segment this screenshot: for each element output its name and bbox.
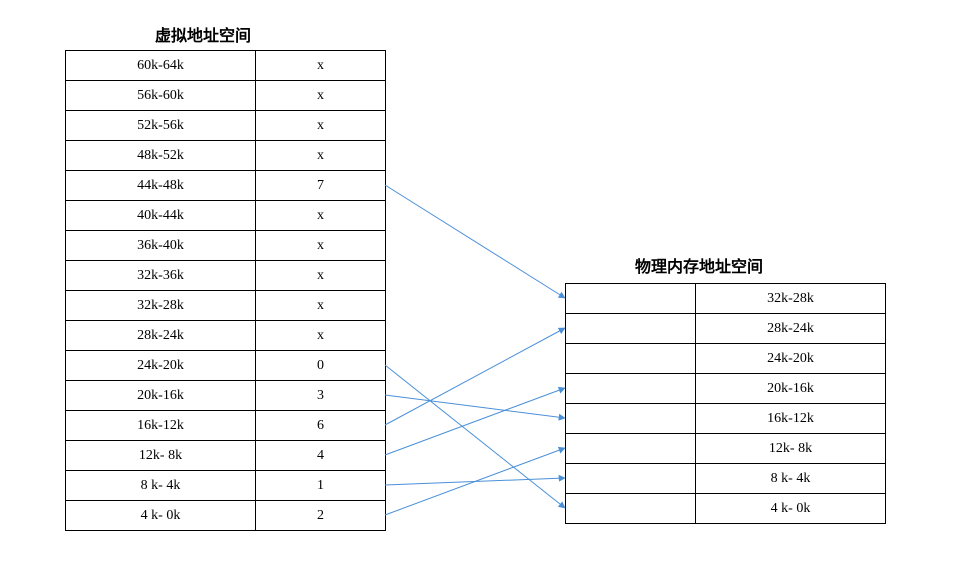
physical-range-cell: 16k-12k [696,404,886,434]
virtual-frame-cell: x [256,321,386,351]
table-row: 16k-12k6 [66,411,386,441]
virtual-range-cell: 60k-64k [66,51,256,81]
table-row: 32k-36kx [66,261,386,291]
table-row: 20k-16k3 [66,381,386,411]
virtual-range-cell: 32k-28k [66,291,256,321]
virtual-frame-cell: 7 [256,171,386,201]
virtual-range-cell: 24k-20k [66,351,256,381]
table-row: 24k-20k0 [66,351,386,381]
virtual-frame-cell: 1 [256,471,386,501]
mapping-line [385,185,565,298]
virtual-range-cell: 40k-44k [66,201,256,231]
virtual-frame-cell: 6 [256,411,386,441]
physical-range-cell: 20k-16k [696,374,886,404]
table-row: 4 k- 0k [566,494,886,524]
table-row: 56k-60kx [66,81,386,111]
virtual-range-cell: 56k-60k [66,81,256,111]
mapping-line [385,328,565,425]
virtual-frame-cell: x [256,291,386,321]
table-row: 16k-12k [566,404,886,434]
virtual-range-cell: 48k-52k [66,141,256,171]
table-row: 8 k- 4k [566,464,886,494]
virtual-frame-cell: x [256,51,386,81]
physical-blank-cell [566,404,696,434]
virtual-frame-cell: x [256,141,386,171]
physical-range-cell: 4 k- 0k [696,494,886,524]
physical-range-cell: 8 k- 4k [696,464,886,494]
virtual-table: 60k-64kx56k-60kx52k-56kx48k-52kx44k-48k7… [65,50,386,531]
physical-blank-cell [566,434,696,464]
physical-title: 物理内存地址空间 [635,253,763,277]
physical-blank-cell [566,374,696,404]
virtual-range-cell: 8 k- 4k [66,471,256,501]
virtual-frame-cell: x [256,111,386,141]
mapping-line [385,388,565,455]
mapping-line [385,478,565,485]
virtual-frame-cell: x [256,261,386,291]
table-row: 28k-24kx [66,321,386,351]
virtual-range-cell: 32k-36k [66,261,256,291]
physical-blank-cell [566,314,696,344]
physical-table: 32k-28k28k-24k24k-20k20k-16k16k-12k12k- … [565,283,886,524]
virtual-range-cell: 44k-48k [66,171,256,201]
physical-range-cell: 24k-20k [696,344,886,374]
table-row: 8 k- 4k1 [66,471,386,501]
table-row: 12k- 8k [566,434,886,464]
table-row: 20k-16k [566,374,886,404]
table-row: 32k-28k [566,284,886,314]
mapping-line [385,448,565,515]
table-row: 60k-64kx [66,51,386,81]
virtual-range-cell: 20k-16k [66,381,256,411]
physical-blank-cell [566,284,696,314]
virtual-frame-cell: 4 [256,441,386,471]
virtual-frame-cell: 3 [256,381,386,411]
virtual-range-cell: 4 k- 0k [66,501,256,531]
table-row: 44k-48k7 [66,171,386,201]
table-row: 24k-20k [566,344,886,374]
virtual-frame-cell: 2 [256,501,386,531]
virtual-frame-cell: x [256,201,386,231]
virtual-range-cell: 28k-24k [66,321,256,351]
virtual-range-cell: 12k- 8k [66,441,256,471]
mapping-line [385,395,565,418]
physical-range-cell: 28k-24k [696,314,886,344]
physical-blank-cell [566,344,696,374]
table-row: 48k-52kx [66,141,386,171]
table-row: 12k- 8k4 [66,441,386,471]
virtual-range-cell: 36k-40k [66,231,256,261]
physical-blank-cell [566,464,696,494]
virtual-title: 虚拟地址空间 [155,22,251,46]
table-row: 36k-40kx [66,231,386,261]
virtual-frame-cell: x [256,231,386,261]
mapping-line [385,365,565,508]
virtual-frame-cell: 0 [256,351,386,381]
table-row: 28k-24k [566,314,886,344]
table-row: 32k-28kx [66,291,386,321]
table-row: 40k-44kx [66,201,386,231]
table-row: 52k-56kx [66,111,386,141]
virtual-range-cell: 16k-12k [66,411,256,441]
table-row: 4 k- 0k2 [66,501,386,531]
physical-range-cell: 32k-28k [696,284,886,314]
virtual-range-cell: 52k-56k [66,111,256,141]
virtual-frame-cell: x [256,81,386,111]
physical-range-cell: 12k- 8k [696,434,886,464]
physical-blank-cell [566,494,696,524]
